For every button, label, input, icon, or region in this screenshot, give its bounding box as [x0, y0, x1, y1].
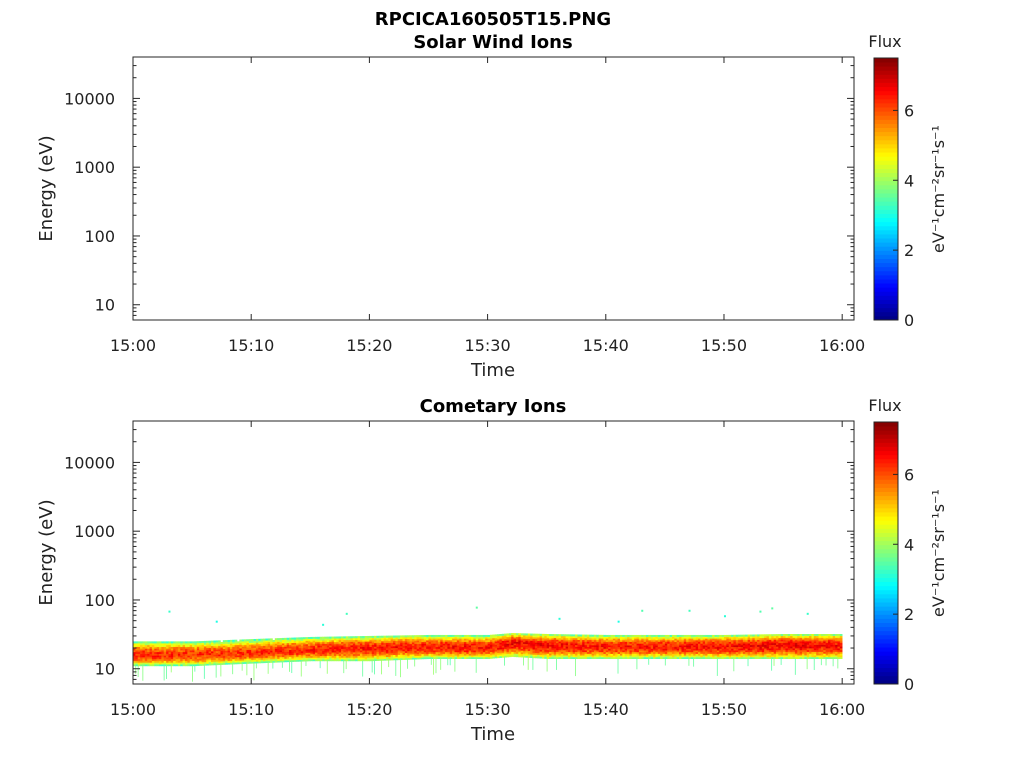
x-tick-label: 15:30 — [465, 700, 511, 719]
colorbar-tick-label: 0 — [904, 311, 914, 330]
y-minor-ticks — [133, 420, 854, 685]
x-tick-label: 15:00 — [110, 700, 156, 719]
panel-title: Solar Wind Ions — [413, 32, 572, 53]
x-tick-label: 15:50 — [701, 700, 747, 719]
sparse-point — [641, 609, 644, 612]
colorbar-tick-label: 4 — [904, 171, 914, 190]
heatmap-band — [133, 633, 843, 682]
sparse-point — [759, 610, 762, 613]
x-tick-label: 15:40 — [583, 336, 629, 355]
y-tick-label: 10000 — [64, 453, 115, 472]
colorbar-tick-label: 0 — [904, 675, 914, 694]
chart-panel-cometary-ions: 15:00 15:10 15:20 15:30 15:40 15:50 16:00 10 100… — [36, 396, 948, 745]
sparse-point — [617, 620, 620, 623]
colorbar-tick-label: 2 — [904, 605, 914, 624]
x-tick-label: 15:10 — [228, 336, 274, 355]
colorbar-unit-label: eV⁻¹cm⁻²sr⁻¹s⁻¹ — [929, 125, 948, 253]
x-axis-label: Time — [470, 724, 515, 745]
sparse-point — [688, 609, 691, 612]
x-tick-label: 16:00 — [819, 336, 865, 355]
y-tick-label: 1000 — [74, 158, 115, 177]
y-tick-label: 10000 — [64, 89, 115, 108]
colorbar-title: Flux — [868, 32, 901, 51]
x-tick-label: 15:00 — [110, 336, 156, 355]
sparse-point — [806, 612, 809, 615]
sparse-point — [558, 617, 561, 620]
axes-frame — [132, 56, 855, 321]
x-tick-label: 15:30 — [465, 336, 511, 355]
sparse-point — [723, 615, 726, 618]
y-minor-ticks — [133, 56, 854, 321]
plot-area — [133, 57, 854, 320]
sparse-point — [215, 620, 218, 623]
y-tick-label: 10 — [95, 660, 115, 679]
sparse-point — [771, 607, 774, 610]
sparse-point — [345, 612, 348, 615]
x-tick-label: 15:20 — [346, 336, 392, 355]
x-tick-label: 16:00 — [819, 700, 865, 719]
panel-title: Cometary Ions — [420, 396, 567, 417]
sparse-point — [322, 623, 325, 626]
colorbar-frame — [873, 421, 899, 685]
y-tick-label: 100 — [84, 591, 115, 610]
x-tick-label: 15:40 — [583, 700, 629, 719]
x-tick-label: 15:50 — [701, 336, 747, 355]
y-tick-label: 1000 — [74, 522, 115, 541]
y-tick-label: 100 — [84, 227, 115, 246]
colorbar-tick-label: 2 — [904, 241, 914, 260]
colorbar-tick-label: 6 — [904, 101, 914, 120]
x-tick-label: 15:20 — [346, 700, 392, 719]
y-tick-label: 10 — [95, 296, 115, 315]
y-axis-label: Energy (eV) — [36, 135, 57, 241]
colorbar-unit-label: eV⁻¹cm⁻²sr⁻¹s⁻¹ — [929, 489, 948, 617]
figure-filename-title: RPCICA160505T15.PNG — [375, 9, 611, 30]
colorbar-tick-label: 4 — [904, 535, 914, 554]
sparse-point — [168, 610, 171, 613]
x-axis-label: Time — [470, 360, 515, 381]
colorbar-frame — [873, 57, 899, 321]
colorbar-tick-label: 6 — [904, 465, 914, 484]
axes-frame — [132, 420, 855, 685]
colorbar: 0 2 4 6 Flux eV⁻¹cm⁻²sr⁻¹s⁻¹ — [868, 32, 948, 330]
colorbar-title: Flux — [868, 396, 901, 415]
y-axis-label: Energy (eV) — [36, 499, 57, 605]
colorbar: 0 2 4 6 Flux eV⁻¹cm⁻²sr⁻¹s⁻¹ — [868, 396, 948, 694]
x-tick-label: 15:10 — [228, 700, 274, 719]
chart-panel-solar-wind-ions: 15:00 15:10 15:20 15:30 15:40 15:50 16:00 10 100… — [36, 32, 948, 381]
sparse-point — [475, 606, 478, 609]
